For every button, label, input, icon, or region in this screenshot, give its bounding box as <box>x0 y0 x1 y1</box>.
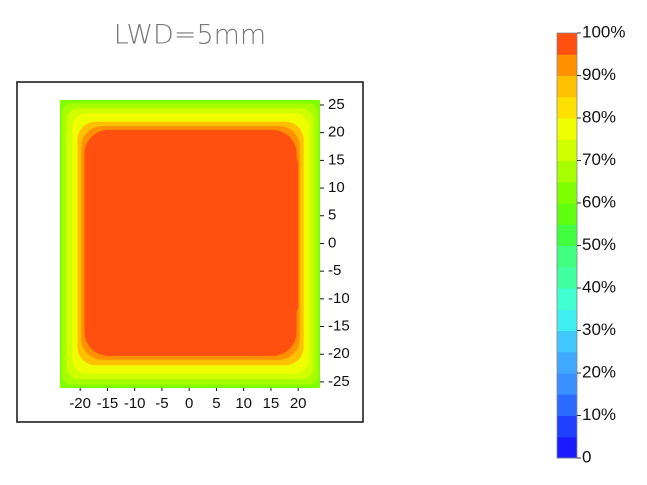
y-tick-label: 0 <box>328 234 336 251</box>
colorbar-tick-label: 90% <box>582 65 616 84</box>
colorbar-bin <box>557 54 577 76</box>
colorbar-tick-label: 20% <box>582 362 616 381</box>
colorbar-bin <box>557 436 577 459</box>
colorbar: 0 10% 20% 30% 40% 50% 60% 70% 80% 90% 100% <box>556 22 625 466</box>
colorbar-tick-label: 100% <box>582 22 625 41</box>
colorbar-bin <box>557 245 577 268</box>
y-tick-label: -20 <box>328 345 350 362</box>
colorbar-bin <box>557 330 577 353</box>
colorbar-bin <box>557 75 577 98</box>
colorbar-bin <box>557 118 577 140</box>
colorbar-tick-label: 70% <box>582 150 616 169</box>
y-tick-label: -5 <box>328 262 341 279</box>
x-tick-label: -10 <box>124 395 146 412</box>
colorbar-tick-label: 10% <box>582 405 616 424</box>
y-tick-label: 10 <box>328 179 345 196</box>
colorbar-bin <box>557 181 577 204</box>
colorbar-bin <box>557 139 577 161</box>
colorbar-tick-label: 30% <box>582 320 616 339</box>
plot: -20 -15 -10 -5 0 5 10 15 20 -25 -20 -15 -10 -5 0 5 10 15 2… <box>60 96 350 412</box>
y-tick-label: -15 <box>328 317 350 334</box>
x-tick-label: 15 <box>263 395 280 412</box>
colorbar-bin <box>557 373 577 395</box>
x-tick-label: 20 <box>290 395 307 412</box>
colorbar-bin <box>557 96 577 119</box>
y-tick-label: 20 <box>328 124 345 141</box>
colorbar-bin <box>557 160 577 183</box>
colorbar-bin <box>557 415 577 438</box>
y-tick-label: 25 <box>328 96 345 113</box>
y-tick-label: 15 <box>328 151 345 168</box>
colorbar-tick-label: 60% <box>582 192 616 211</box>
y-tick-label: 5 <box>328 207 336 224</box>
y-tick-label: -25 <box>328 373 350 390</box>
x-tick-label: 5 <box>212 395 220 412</box>
colorbar-bin <box>557 351 577 374</box>
colorbar-tick-label: 80% <box>582 107 616 126</box>
colorbar-bin <box>557 203 577 225</box>
colorbar-bin <box>557 224 577 246</box>
colorbar-bin <box>557 394 577 416</box>
colorbar-tick-label: 50% <box>582 235 616 254</box>
colorbar-bin <box>557 33 577 55</box>
colorbar-tick-label: 0 <box>582 447 591 466</box>
x-tick-label: -20 <box>69 395 91 412</box>
x-tick-label: 0 <box>185 395 193 412</box>
colorbar-bin <box>557 288 577 310</box>
x-tick-label: 10 <box>235 395 252 412</box>
y-tick-label: -10 <box>328 290 350 307</box>
x-tick-label: -15 <box>97 395 119 412</box>
colorbar-bin <box>557 266 577 289</box>
chart-title: LWD=5mm <box>114 20 266 51</box>
x-tick-label: -5 <box>155 395 168 412</box>
colorbar-bin <box>557 309 577 331</box>
colorbar-tick-label: 40% <box>582 277 616 296</box>
contour-region <box>87 140 299 330</box>
frame <box>16 81 364 423</box>
